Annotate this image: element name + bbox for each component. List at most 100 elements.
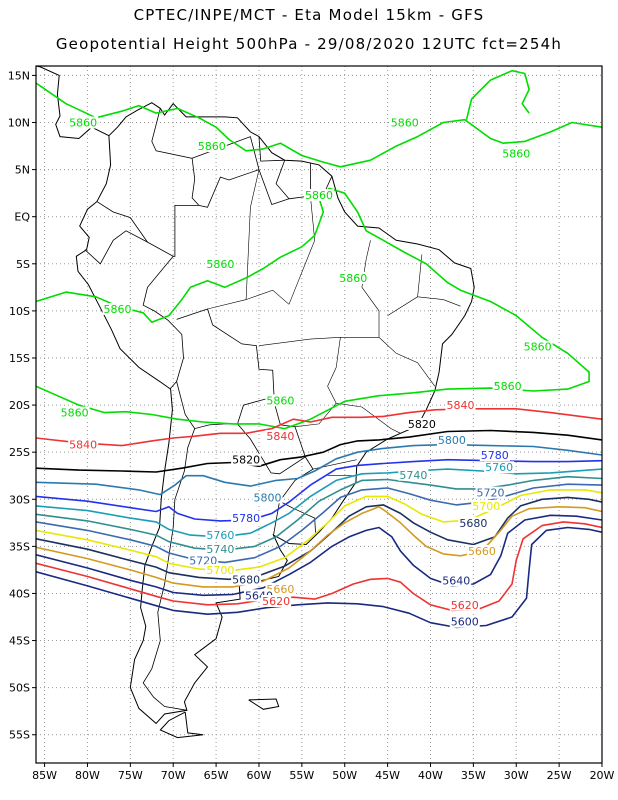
contour-label-bg [231,573,262,586]
tick-label-lon: 55W [289,769,314,782]
contour-label-5620: 5620 [262,595,290,608]
contour-label-5820: 5820 [232,454,260,467]
contour-label-bg [449,598,480,611]
country-border [84,230,148,265]
contour-label-5620: 5620 [451,599,479,612]
contour-label-5860: 5860 [524,341,552,354]
country-border [237,403,306,475]
contour-label-5640: 5640 [442,574,470,587]
contour-labels: 5860 5860 5860 5860 5860 5860 5860 5860 5860 5860… [59,116,553,629]
contour-5620 [36,521,602,612]
contour-label-bg [196,140,227,153]
contour-5860 [36,187,590,430]
contour-label-bg [389,116,420,129]
contour-label-5700: 5700 [472,500,500,513]
state-border [378,337,436,387]
tick-label-lon: 25W [547,769,572,782]
map-frame [35,65,603,764]
tick-label-lat: 10N [8,117,30,130]
contour-5860 [465,69,530,120]
coastline-tierra-del-fuego [159,711,204,739]
contour-label-5720: 5720 [477,487,505,500]
contour-5640 [36,514,602,597]
contour-label-5800: 5800 [438,434,466,447]
contour-label-bg [449,615,480,628]
contour-label-5760: 5760 [485,461,513,474]
contour-label-bg [265,430,296,443]
country-border [96,201,148,243]
contour-label-bg [484,461,515,474]
state-border [336,402,401,434]
contour-label-5860: 5860 [103,303,131,316]
contour-label-5780: 5780 [481,449,509,462]
contour-label-bg [231,512,262,525]
contour-label-bg [406,417,437,430]
contour-label-bg [304,189,334,202]
contour-5760 [36,468,602,538]
contour-label-bg [445,399,476,412]
tick-label-lat: 15N [8,69,30,82]
contour-5720 [36,483,602,564]
contour-label-5700: 5700 [206,564,234,577]
tick-label-lat: 40S [9,587,30,600]
contour-label-5760: 5760 [206,529,234,542]
tick-label-lat: 5N [15,164,30,177]
tick-label-lon: 50W [332,769,357,782]
tick-label-lat: 30S [9,493,30,506]
chart-subtitle: Geopotential Height 500hPa - 29/08/2020 … [55,35,563,53]
tick-label-lat: 20S [9,399,30,412]
contour-label-5860: 5860 [494,380,522,393]
tick-label-lon: 35W [461,769,486,782]
contour-5700 [36,489,602,572]
contour-label-5840: 5840 [447,399,475,412]
state-border [288,195,316,305]
contour-label-5860: 5860 [266,394,294,407]
contour-label-bg [205,543,236,556]
state-border [258,287,380,346]
tick-label-lat: 10S [9,305,30,318]
contour-label-bg [475,486,506,499]
contour-label-bg [441,574,472,587]
contour-label-5600: 5600 [451,616,479,629]
contour-label-bg [205,563,236,576]
contour-label-bg [436,433,467,446]
country-border [151,108,200,257]
contour-label-5680: 5680 [459,517,487,530]
country-border [142,241,184,390]
tick-label-lon: 30W [504,769,529,782]
contour-label-bg [471,499,502,512]
contour-label-5660: 5660 [468,545,496,558]
contour-label-5860: 5860 [502,148,530,161]
contour-5660 [36,506,602,588]
tick-label-lat: 45S [9,635,30,648]
contour-label-bg [205,529,236,542]
tick-label-lat: 35S [9,540,30,553]
coastline-central-america [36,66,110,140]
state-border [207,289,290,310]
contour-label-bg [479,449,510,462]
contour-label-bg [398,468,429,481]
country-border [191,136,260,208]
contour-label-5860: 5860 [206,258,234,271]
contour-label-5800: 5800 [254,491,282,504]
coastline-falklands [248,698,280,710]
contour-label-bg [231,453,262,466]
contour-5860 [36,82,602,168]
contour-5800 [36,443,602,496]
tick-label-lon: 80W [75,769,100,782]
contour-label-bg [338,271,369,284]
contour-label-bg [102,303,133,316]
contour-label-bg [205,257,236,270]
state-border [294,337,341,427]
contour-label-5820: 5820 [408,418,436,431]
chart-title: CPTEC/INPE/MCT - Eta Model 15km - GFS [133,6,485,24]
tick-label-lon: 70W [161,769,186,782]
contour-5780 [36,458,602,522]
tick-label-lat: 50S [9,682,30,695]
contour-label-5680: 5680 [232,573,260,586]
graticule [36,66,603,763]
contour-label-bg [501,147,532,160]
contour-label-bg [522,340,553,353]
contour-label-5840: 5840 [69,439,97,452]
contour-label-bg [265,394,296,407]
